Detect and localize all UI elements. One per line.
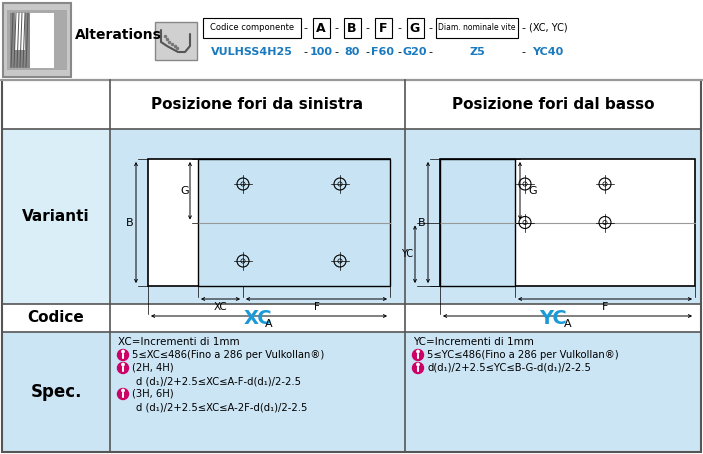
Bar	[110, 129, 701, 304]
Text: 5≤YC≤486(Fino a 286 per Vulkollan®): 5≤YC≤486(Fino a 286 per Vulkollan®)	[427, 350, 619, 360]
Text: -: -	[428, 47, 432, 57]
Text: Spec.: Spec.	[30, 383, 82, 401]
Text: Codice componente: Codice componente	[210, 24, 294, 33]
Text: YC: YC	[539, 309, 567, 327]
Bar	[198, 159, 390, 286]
Text: 80: 80	[344, 47, 360, 57]
Bar	[375, 18, 392, 38]
Bar	[2, 129, 110, 304]
Text: -: -	[397, 23, 401, 33]
Text: (XC, YC): (XC, YC)	[529, 23, 567, 33]
Text: -: -	[521, 47, 525, 57]
Text: -: -	[365, 23, 369, 33]
Text: A: A	[316, 21, 325, 35]
Text: (3H, 6H): (3H, 6H)	[132, 389, 174, 399]
Bar	[15, 13, 25, 50]
Text: Codice: Codice	[27, 311, 84, 326]
Circle shape	[122, 389, 124, 392]
Text: d(d₁)/2+2.5≤YC≤B-G-d(d₁)/2-2.5: d(d₁)/2+2.5≤YC≤B-G-d(d₁)/2-2.5	[427, 363, 591, 373]
Bar	[407, 18, 424, 38]
Text: -: -	[334, 23, 338, 33]
Bar	[2, 80, 701, 452]
Bar	[2, 304, 701, 332]
Text: Alterations: Alterations	[75, 28, 162, 42]
Text: d (d₁)/2+2.5≤XC≤A-2F-d(d₁)/2-2.5: d (d₁)/2+2.5≤XC≤A-2F-d(d₁)/2-2.5	[136, 402, 307, 412]
Circle shape	[122, 363, 124, 366]
Text: XC: XC	[214, 302, 227, 312]
Bar	[0, 0, 703, 80]
Text: -: -	[303, 23, 307, 33]
Bar	[2, 80, 701, 129]
Text: B: B	[347, 21, 356, 35]
Text: F60: F60	[371, 47, 394, 57]
Bar	[3, 3, 71, 77]
Text: YC=Incrementi di 1mm: YC=Incrementi di 1mm	[413, 337, 534, 347]
Text: YC: YC	[401, 249, 413, 259]
Text: Diam. nominale vite: Diam. nominale vite	[438, 24, 516, 33]
Text: -: -	[397, 47, 401, 57]
Circle shape	[117, 350, 129, 360]
Text: B: B	[418, 217, 426, 227]
Text: F: F	[379, 21, 387, 35]
Circle shape	[417, 363, 419, 366]
Text: Z5: Z5	[469, 47, 485, 57]
Text: -: -	[521, 23, 525, 33]
Circle shape	[417, 350, 419, 353]
Text: B: B	[126, 217, 134, 227]
Text: YC40: YC40	[532, 47, 563, 57]
Circle shape	[117, 362, 129, 374]
Circle shape	[413, 350, 423, 360]
Bar	[10, 13, 30, 68]
Text: Posizione fori da sinistra: Posizione fori da sinistra	[151, 97, 363, 112]
Circle shape	[413, 362, 423, 374]
Bar	[344, 18, 361, 38]
Bar	[20, 13, 54, 68]
Text: G: G	[181, 186, 189, 196]
Bar	[2, 332, 701, 452]
Bar	[203, 18, 301, 38]
Text: XC=Incrementi di 1mm: XC=Incrementi di 1mm	[118, 337, 240, 347]
Text: G20: G20	[403, 47, 427, 57]
Text: 100: 100	[309, 47, 333, 57]
Text: -: -	[365, 47, 369, 57]
Text: F: F	[602, 302, 608, 312]
Bar	[313, 18, 330, 38]
Text: XC: XC	[243, 309, 272, 327]
Bar	[7, 10, 67, 70]
Bar	[440, 159, 695, 286]
Text: -: -	[334, 47, 338, 57]
Text: d (d₁)/2+2.5≤XC≤A-F-d(d₁)/2-2.5: d (d₁)/2+2.5≤XC≤A-F-d(d₁)/2-2.5	[136, 376, 301, 386]
Text: F: F	[314, 302, 319, 312]
Bar	[148, 159, 390, 286]
Text: -: -	[428, 23, 432, 33]
Text: (2H, 4H): (2H, 4H)	[132, 363, 174, 373]
Circle shape	[122, 350, 124, 353]
Text: -: -	[303, 47, 307, 57]
Text: Varianti: Varianti	[22, 209, 90, 224]
Text: G: G	[410, 21, 420, 35]
Bar	[436, 18, 518, 38]
Text: A: A	[265, 319, 273, 329]
Text: Posizione fori dal basso: Posizione fori dal basso	[452, 97, 654, 112]
Bar	[155, 22, 197, 60]
Bar	[440, 159, 515, 286]
Text: VULHSS4H25: VULHSS4H25	[211, 47, 293, 57]
Text: G: G	[528, 186, 536, 196]
Text: A: A	[564, 319, 572, 329]
Text: 5≤XC≤486(Fino a 286 per Vulkollan®): 5≤XC≤486(Fino a 286 per Vulkollan®)	[132, 350, 324, 360]
Circle shape	[117, 389, 129, 400]
